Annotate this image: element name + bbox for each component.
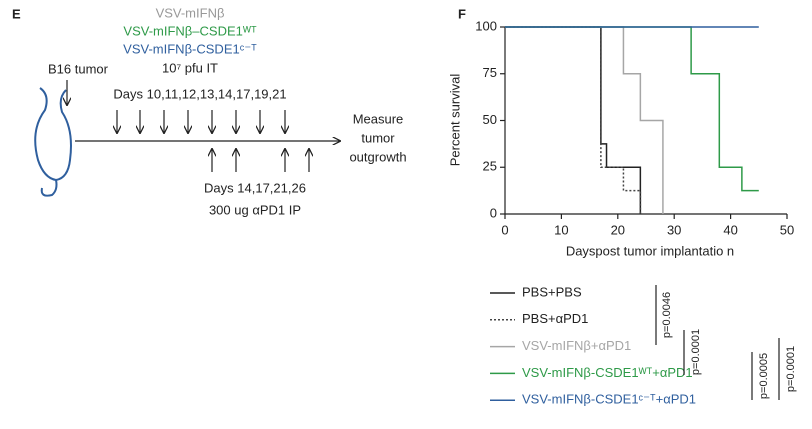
p-value: p=0.0005: [758, 353, 770, 399]
arrows: [117, 110, 309, 172]
x-tick-label: 0: [501, 222, 508, 237]
y-axis-label: Percent survival: [447, 74, 462, 167]
dose: 10⁷ pfu IT: [162, 60, 218, 75]
treatment: VSV-mIFNβ–CSDE1ᵂᵀ: [123, 23, 257, 38]
survival-line: [505, 26, 642, 214]
outcome: Measure: [353, 111, 404, 126]
treatment: VSV-mIFNβ-CSDE1ᶜ⁻ᵀ: [123, 41, 257, 56]
panel-label: F: [458, 6, 466, 21]
y-tick-label: 75: [483, 65, 497, 80]
survival-line: [505, 26, 642, 214]
y-tick-label: 25: [483, 159, 497, 174]
antibody-days: Days 14,17,21,26: [204, 180, 306, 195]
panel-label: E: [12, 6, 21, 21]
treatment: VSV-mIFNβ: [156, 5, 225, 20]
x-tick-label: 10: [554, 222, 568, 237]
p-value: p=0.0046: [661, 292, 673, 338]
legend-label: VSV-mIFNβ-CSDE1ᶜ⁻ᵀ+αPD1: [522, 392, 696, 407]
outcome: outgrowth: [349, 149, 406, 164]
mouse: [34, 87, 72, 197]
x-tick-label: 50: [780, 222, 794, 237]
tumor-label: B16 tumor: [48, 61, 109, 76]
x-tick-label: 30: [667, 222, 681, 237]
legend-label: VSV-mIFNβ-CSDE1ᵂᵀ+αPD1: [522, 365, 693, 380]
legend-label: PBS+αPD1: [522, 311, 588, 326]
legend-label: PBS+PBS: [522, 284, 582, 299]
x-axis-label: Dayspost tumor implantatio n: [566, 243, 734, 258]
antibody-dose: 300 ug αPD1 IP: [209, 202, 301, 217]
y-tick-label: 50: [483, 112, 497, 127]
p-value: p=0.0001: [785, 346, 797, 392]
survival-line: [505, 26, 759, 192]
x-tick-label: 20: [611, 222, 625, 237]
legend-label: VSV-mIFNβ+αPD1: [522, 338, 631, 353]
p-value: p=0.0001: [690, 329, 702, 375]
y-tick-label: 0: [490, 205, 497, 220]
outcome: tumor: [361, 130, 395, 145]
x-tick-label: 40: [723, 222, 737, 237]
y-tick-label: 100: [475, 18, 497, 33]
virus-days: Days 10,11,12,13,14,17,19,21: [113, 86, 286, 101]
survival-line: [505, 26, 664, 214]
